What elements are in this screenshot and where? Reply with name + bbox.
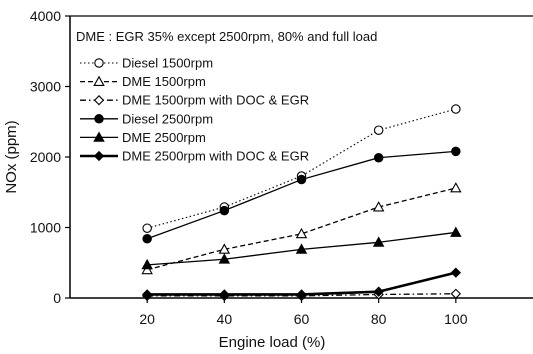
y-axis: 0 1000 2000 3000 4000 — [30, 8, 70, 306]
legend-label: DME 2500rpm — [122, 130, 206, 145]
y-axis-label: NOx (ppm) — [3, 120, 20, 193]
legend-swatch-marker — [93, 131, 105, 142]
series-5 — [141, 226, 462, 270]
legend-swatch-marker — [93, 150, 105, 162]
data-point — [372, 236, 385, 247]
data-point — [373, 286, 384, 297]
legend-label: DME 2500rpm with DOC & EGR — [122, 149, 309, 164]
x-tick-label: 40 — [217, 311, 233, 327]
data-point — [296, 289, 307, 300]
data-point — [218, 253, 231, 264]
legend-item: Diesel 2500rpm — [80, 111, 213, 126]
legend-item: DME 2500rpm — [80, 130, 206, 145]
x-tick-label: 20 — [139, 311, 155, 327]
legend-item: Diesel 1500rpm — [80, 56, 213, 71]
y-tick-label: 3000 — [30, 79, 61, 95]
data-point — [141, 258, 153, 270]
x-tick-label: 80 — [371, 311, 387, 327]
data-point — [450, 288, 462, 299]
series-layer — [141, 104, 462, 302]
chart-annotation: DME : EGR 35% except 2500rpm, 80% and fu… — [76, 29, 377, 44]
data-point — [219, 289, 230, 300]
legend-label: Diesel 2500rpm — [122, 111, 213, 126]
legend-label: DME 1500rpm with DOC & EGR — [122, 93, 309, 108]
series-2 — [141, 182, 462, 275]
data-point — [450, 226, 462, 237]
legend-swatch-marker — [93, 95, 105, 106]
data-point — [450, 267, 462, 278]
legend-item: DME 1500rpm with DOC & EGR — [80, 93, 309, 108]
legend-swatch-marker — [93, 75, 105, 86]
legend-label: Diesel 1500rpm — [122, 56, 213, 71]
data-point — [142, 223, 152, 233]
series-line — [146, 150, 456, 240]
series-line — [147, 108, 456, 229]
x-tick-label: 100 — [444, 311, 468, 327]
legend-item: DME 2500rpm with DOC & EGR — [80, 149, 309, 164]
legend-swatch-marker — [94, 58, 104, 68]
series-line — [147, 187, 456, 271]
data-point — [296, 174, 307, 185]
y-tick-label: 0 — [53, 290, 61, 306]
data-point — [295, 243, 308, 254]
legend: Diesel 1500rpm DME 1500rpm DME 1500rpm wit… — [80, 56, 309, 164]
data-point — [372, 201, 385, 212]
legend-item: DME 1500rpm — [80, 74, 206, 89]
data-point — [373, 125, 384, 135]
x-tick-label: 60 — [294, 311, 310, 327]
series-4 — [142, 146, 461, 244]
data-point — [373, 152, 384, 163]
data-point — [450, 182, 462, 193]
data-point — [219, 205, 230, 216]
data-point — [141, 289, 153, 300]
y-tick-label: 2000 — [30, 149, 61, 165]
data-point — [218, 243, 231, 254]
legend-swatch-marker — [94, 114, 104, 124]
data-point — [451, 146, 461, 157]
data-point — [142, 234, 152, 244]
legend-label: DME 1500rpm — [122, 74, 206, 89]
y-tick-label: 4000 — [30, 8, 61, 24]
y-tick-label: 1000 — [30, 220, 61, 236]
series-6 — [141, 267, 462, 300]
x-axis: 20 40 60 80 100 — [139, 298, 468, 327]
data-point — [141, 263, 153, 275]
data-point — [451, 104, 461, 114]
data-point — [295, 227, 308, 239]
x-axis-label: Engine load (%) — [219, 334, 326, 351]
